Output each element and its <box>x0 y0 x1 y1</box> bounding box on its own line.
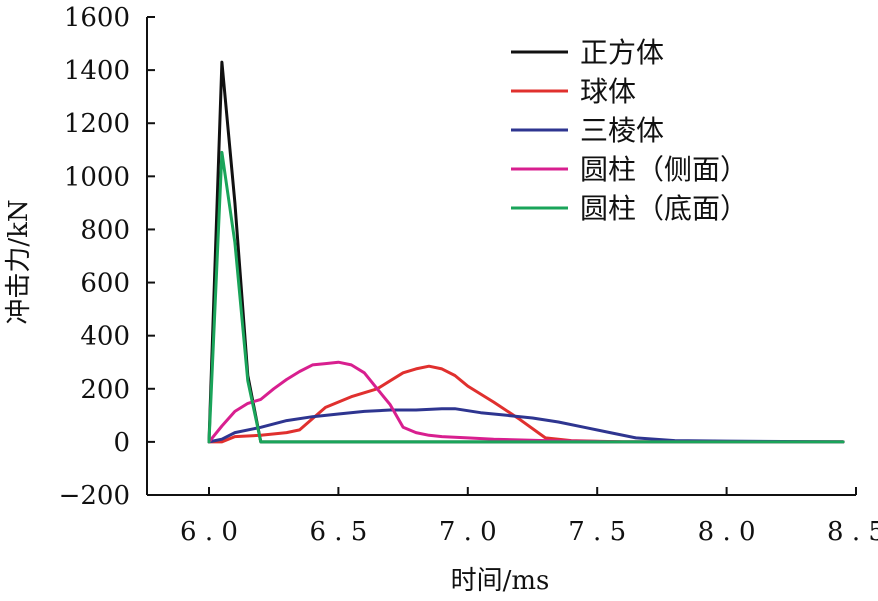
series-line-2 <box>207 364 845 444</box>
y-tick-label: 800 <box>80 215 130 245</box>
series-lines <box>207 60 845 444</box>
axes: 1600 1400 1200 1000 800 600 400 200 0 −200 6 . 0 6 … <box>59 3 878 547</box>
legend-label-2: 球体 <box>580 75 636 108</box>
x-tick-label: 8 . 5 <box>827 517 878 547</box>
y-axis-label: 冲击力/kN <box>4 199 34 324</box>
x-tick-label: 6 . 5 <box>309 517 367 547</box>
x-axis-label: 时间/ms <box>451 566 550 596</box>
legend-label-1: 正方体 <box>580 36 664 69</box>
y-tick-label: 1600 <box>64 3 130 33</box>
y-tick-label: 1000 <box>64 162 130 192</box>
x-tick-label: 6 . 0 <box>180 517 238 547</box>
series-line-3 <box>207 407 845 444</box>
series-line-5 <box>207 150 845 444</box>
y-tick-label: 600 <box>80 269 130 299</box>
y-tick-label: 200 <box>80 375 130 405</box>
y-tick-label: 1200 <box>64 109 130 139</box>
legend-label-4: 圆柱（侧面） <box>580 153 748 186</box>
y-tick-label: 400 <box>80 322 130 352</box>
y-tick-label: 0 <box>113 428 130 458</box>
y-tick-label: 1400 <box>64 56 130 86</box>
y-tick-label: −200 <box>59 481 130 511</box>
x-tick-label: 8 . 0 <box>698 517 756 547</box>
x-tick-label: 7 . 5 <box>568 517 626 547</box>
legend-label-3: 三棱体 <box>580 114 664 147</box>
series-line-4 <box>207 360 845 444</box>
x-tick-label: 7 . 0 <box>439 517 497 547</box>
series-line-1 <box>207 60 845 444</box>
legend-label-5: 圆柱（底面） <box>580 192 748 225</box>
